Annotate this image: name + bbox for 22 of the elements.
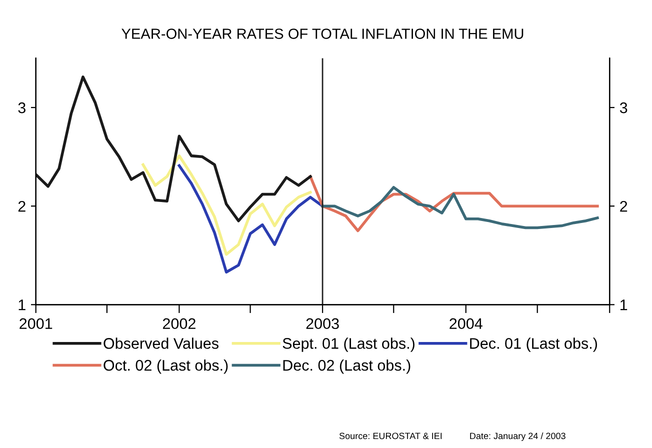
y-tick-label: 1 xyxy=(18,300,26,310)
legend-label: Oct. 02 (Last obs.) xyxy=(104,360,228,374)
y-tick-label: 2 xyxy=(18,200,26,212)
source-note: Source: EUROSTAT & IEI xyxy=(339,432,442,440)
legend-label: Sept. 01 (Last obs.) xyxy=(282,338,414,352)
x-tick-label: 2004 xyxy=(450,318,482,330)
x-tick-label: 2002 xyxy=(162,318,196,330)
legend-label: Observed Values xyxy=(104,338,218,349)
line-series xyxy=(36,76,312,222)
y-tick-label: 3 xyxy=(18,102,26,114)
line-series xyxy=(321,186,599,230)
line-series xyxy=(142,154,312,256)
legend-label: Dec. 01 (Last obs.) xyxy=(470,338,597,352)
y2-tick-label: 1 xyxy=(620,300,628,310)
line-series xyxy=(178,164,324,274)
chart-title: YEAR-ON-YEAR RATES OF TOTAL INFLATION IN THE EMU xyxy=(122,28,524,39)
y2-tick-label: 2 xyxy=(620,200,628,212)
x-tick-label: 2001 xyxy=(20,318,52,330)
text: Date: January 24 / 2003 xyxy=(470,432,566,441)
x-tick-label: 2003 xyxy=(306,318,339,330)
y2-tick-label: 3 xyxy=(620,102,628,114)
legend-label: Dec. 02 (Last obs.) xyxy=(283,360,410,374)
